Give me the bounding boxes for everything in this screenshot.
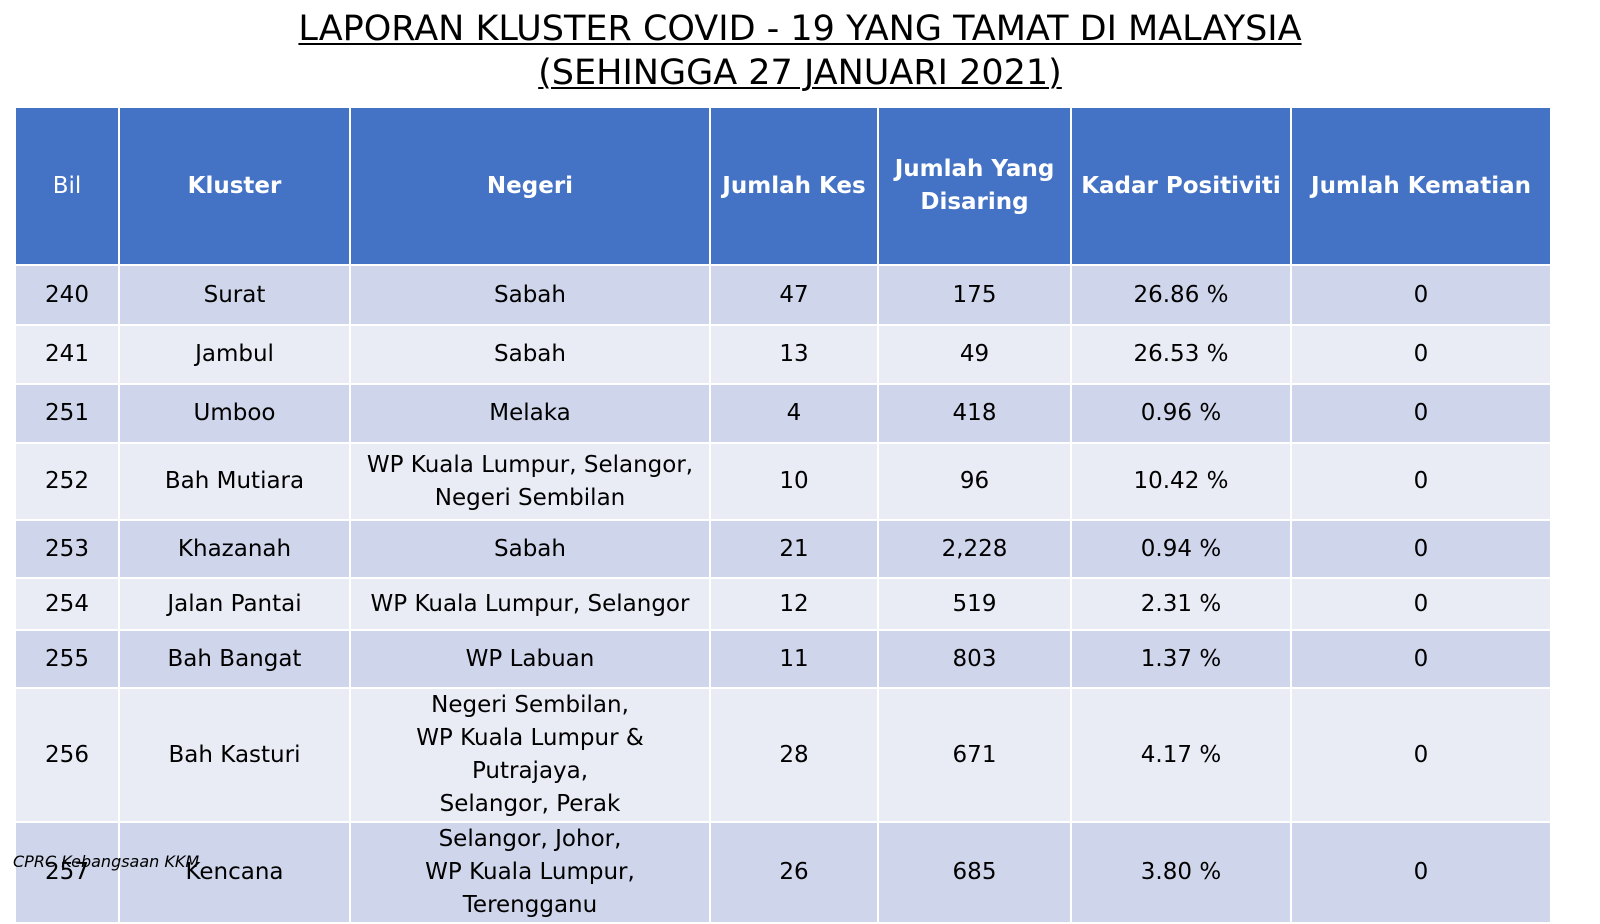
cell-kadar-positiviti: 0.96 % [1070,383,1292,444]
cell-kadar-positiviti: 4.17 % [1070,687,1292,823]
cell-negeri: Sabah [349,324,711,385]
cell-kluster: Umboo [118,383,351,444]
cell-jumlah-kematian: 0 [1290,687,1552,823]
cell-jumlah-kematian: 0 [1290,577,1552,631]
cell-kluster: Khazanah [118,519,351,579]
cell-jumlah-kematian: 0 [1290,324,1552,385]
cell-bil: 251 [14,383,120,444]
cell-jumlah-kes: 21 [709,519,879,579]
cell-negeri: WP Labuan [349,629,711,689]
cell-kadar-positiviti: 10.42 % [1070,442,1292,521]
cell-kluster: Jalan Pantai [118,577,351,631]
cell-jumlah-kematian: 0 [1290,383,1552,444]
cell-negeri: Sabah [349,264,711,326]
cell-kluster: Surat [118,264,351,326]
cell-jumlah-disaring: 671 [877,687,1072,823]
table-row: 255 Bah Bangat WP Labuan 11 803 1.37 % 0 [14,629,1552,689]
cell-jumlah-disaring: 685 [877,821,1072,924]
cell-jumlah-kematian: 0 [1290,442,1552,521]
header-negeri: Negeri [349,106,711,266]
table-body: 240 Surat Sabah 47 175 26.86 % 0 241 Jambul Sabah… [14,264,1552,924]
cell-kluster: Bah Kasturi [118,687,351,823]
cell-jumlah-disaring: 803 [877,629,1072,689]
cell-jumlah-kematian: 0 [1290,264,1552,326]
cell-bil: 252 [14,442,120,521]
cell-jumlah-kematian: 0 [1290,629,1552,689]
cell-negeri: Selangor, Johor, WP Kuala Lumpur, Tereng… [349,821,711,924]
header-kadar-positiviti: Kadar Positiviti [1070,106,1292,266]
source-footer: CPRC Kebangsaan KKM [13,852,200,871]
cell-kadar-positiviti: 0.94 % [1070,519,1292,579]
cell-negeri: WP Kuala Lumpur, Selangor, Negeri Sembil… [349,442,711,521]
cell-jumlah-kes: 4 [709,383,879,444]
cell-bil: 254 [14,577,120,631]
table-row: 257 Kencana Selangor, Johor, WP Kuala Lump… [14,821,1552,924]
cell-kluster: Kencana [118,821,351,924]
cell-negeri: Negeri Sembilan, WP Kuala Lumpur & Putra… [349,687,711,823]
cell-bil: 240 [14,264,120,326]
cell-kadar-positiviti: 26.86 % [1070,264,1292,326]
cell-jumlah-kematian: 0 [1290,821,1552,924]
table-row: 252 Bah Mutiara WP Kuala Lumpur, Selangor,… [14,442,1552,521]
cell-bil: 255 [14,629,120,689]
cell-jumlah-kes: 10 [709,442,879,521]
cell-kadar-positiviti: 26.53 % [1070,324,1292,385]
table-row: 251 Umboo Melaka 4 418 0.96 % 0 [14,383,1552,444]
cell-jumlah-disaring: 418 [877,383,1072,444]
cell-negeri: Sabah [349,519,711,579]
header-bil: Bil [14,106,120,266]
cell-kadar-positiviti: 3.80 % [1070,821,1292,924]
table-row: 241 Jambul Sabah 13 49 26.53 % 0 [14,324,1552,385]
cell-negeri: Melaka [349,383,711,444]
cell-jumlah-kes: 28 [709,687,879,823]
cell-jumlah-disaring: 519 [877,577,1072,631]
cell-jumlah-kes: 26 [709,821,879,924]
cell-kadar-positiviti: 1.37 % [1070,629,1292,689]
page-title: LAPORAN KLUSTER COVID - 19 YANG TAMAT DI… [298,9,1302,49]
cell-negeri: WP Kuala Lumpur, Selangor [349,577,711,631]
cell-jumlah-disaring: 2,228 [877,519,1072,579]
cell-jumlah-kes: 47 [709,264,879,326]
table-row: 253 Khazanah Sabah 21 2,228 0.94 % 0 [14,519,1552,579]
cell-bil: 257 [14,821,120,924]
table-row: 256 Bah Kasturi Negeri Sembilan, WP Kuala … [14,687,1552,823]
page-subtitle: (SEHINGGA 27 JANUARI 2021) [538,53,1062,93]
header-kluster: Kluster [118,106,351,266]
cell-jumlah-disaring: 96 [877,442,1072,521]
table-row: 254 Jalan Pantai WP Kuala Lumpur, Selangor… [14,577,1552,631]
cell-kluster: Bah Mutiara [118,442,351,521]
cell-bil: 253 [14,519,120,579]
cluster-table: Bil Kluster Negeri Jumlah Kes Jumlah Yan… [14,106,1552,924]
cell-kluster: Bah Bangat [118,629,351,689]
header-jumlah-kematian: Jumlah Kematian [1290,106,1552,266]
table-row: 240 Surat Sabah 47 175 26.86 % 0 [14,264,1552,326]
header-jumlah-kes: Jumlah Kes [709,106,879,266]
cell-jumlah-kematian: 0 [1290,519,1552,579]
cell-jumlah-disaring: 49 [877,324,1072,385]
cell-jumlah-kes: 12 [709,577,879,631]
cell-kluster: Jambul [118,324,351,385]
header-row: Bil Kluster Negeri Jumlah Kes Jumlah Yan… [14,106,1552,266]
cell-jumlah-disaring: 175 [877,264,1072,326]
header-jumlah-disaring: Jumlah Yang Disaring [877,106,1072,266]
cell-bil: 256 [14,687,120,823]
cell-bil: 241 [14,324,120,385]
cell-jumlah-kes: 11 [709,629,879,689]
cell-kadar-positiviti: 2.31 % [1070,577,1292,631]
cell-jumlah-kes: 13 [709,324,879,385]
